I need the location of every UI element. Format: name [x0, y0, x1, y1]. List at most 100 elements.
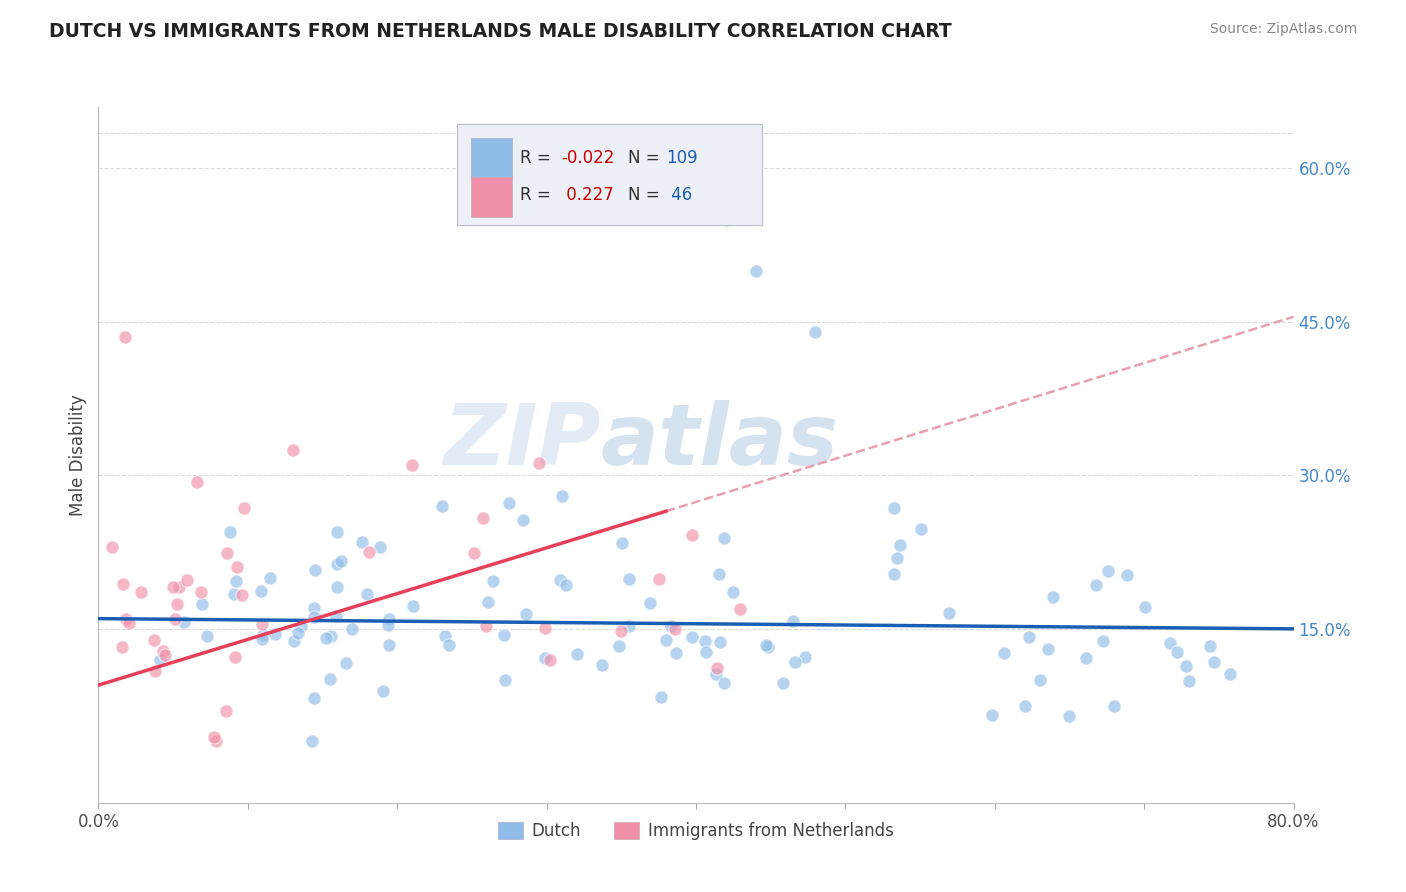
Point	[548, 573, 571, 587]
Point	[169, 580, 191, 594]
Point	[143, 664, 166, 678]
Point	[218, 525, 240, 540]
Point	[527, 456, 550, 470]
Point	[370, 541, 392, 555]
Point	[321, 629, 343, 643]
Point	[377, 638, 399, 652]
Point	[401, 458, 423, 472]
Point	[512, 513, 534, 527]
Point	[474, 619, 496, 633]
Point	[665, 646, 688, 660]
Point	[252, 628, 274, 642]
Point	[1042, 591, 1064, 605]
Point	[695, 645, 717, 659]
Point	[883, 566, 905, 581]
Point	[326, 580, 349, 594]
Point	[993, 646, 1015, 660]
Point	[195, 629, 218, 643]
Point	[1178, 673, 1201, 688]
Point	[704, 667, 727, 681]
Point	[783, 655, 806, 669]
Point	[325, 609, 347, 624]
Point	[1059, 708, 1081, 723]
Point	[515, 607, 537, 621]
Point	[565, 647, 588, 661]
Y-axis label: Male Disability: Male Disability	[69, 394, 87, 516]
Point	[1018, 630, 1040, 644]
Point	[713, 532, 735, 546]
Point	[492, 628, 515, 642]
Point	[619, 618, 641, 632]
Text: Source: ZipAtlas.com: Source: ZipAtlas.com	[1209, 22, 1357, 37]
Point	[1166, 645, 1188, 659]
Point	[304, 601, 326, 615]
Point	[143, 633, 166, 648]
Point	[1076, 651, 1098, 665]
Point	[186, 475, 208, 489]
Point	[225, 574, 247, 588]
Point	[250, 632, 273, 646]
Point	[402, 599, 425, 613]
Point	[117, 616, 139, 631]
Point	[664, 622, 686, 636]
Point	[304, 563, 326, 577]
Point	[693, 633, 716, 648]
Point	[162, 580, 184, 594]
Point	[883, 500, 905, 515]
Point	[550, 489, 572, 503]
Point	[1159, 636, 1181, 650]
Text: N =: N =	[628, 149, 659, 167]
Point	[283, 633, 305, 648]
Point	[782, 614, 804, 628]
Text: R =: R =	[520, 186, 551, 204]
Point	[356, 587, 378, 601]
Point	[340, 623, 363, 637]
Point	[1175, 658, 1198, 673]
FancyBboxPatch shape	[457, 124, 762, 226]
Text: R =: R =	[520, 149, 557, 167]
Point	[772, 675, 794, 690]
Point	[1133, 599, 1156, 614]
Point	[100, 540, 122, 554]
Text: -0.022: -0.022	[561, 149, 614, 167]
Point	[437, 638, 460, 652]
Point	[1084, 578, 1107, 592]
Point	[910, 523, 932, 537]
Point	[359, 545, 381, 559]
Point	[204, 734, 226, 748]
Point	[129, 584, 152, 599]
Point	[165, 612, 187, 626]
Point	[152, 644, 174, 658]
Text: DUTCH VS IMMIGRANTS FROM NETHERLANDS MALE DISABILITY CORRELATION CHART: DUTCH VS IMMIGRANTS FROM NETHERLANDS MAL…	[49, 22, 952, 41]
Point	[231, 589, 253, 603]
Point	[301, 734, 323, 748]
Point	[638, 596, 661, 610]
Point	[721, 585, 744, 599]
Point	[534, 621, 557, 635]
Point	[371, 684, 394, 698]
Point	[607, 639, 630, 653]
Text: 0.227: 0.227	[561, 186, 613, 204]
Point	[1097, 564, 1119, 578]
Point	[326, 557, 349, 571]
Point	[249, 584, 271, 599]
Point	[110, 640, 132, 655]
Point	[222, 587, 245, 601]
Point	[329, 554, 352, 568]
Point	[681, 528, 703, 542]
Point	[655, 632, 678, 647]
Point	[707, 567, 730, 582]
Point	[1028, 673, 1050, 687]
Text: ZIP: ZIP	[443, 400, 600, 483]
Point	[713, 676, 735, 690]
Point	[714, 212, 737, 227]
Point	[980, 707, 1002, 722]
Point	[225, 560, 247, 574]
Point	[377, 617, 399, 632]
Point	[709, 635, 731, 649]
Point	[111, 576, 134, 591]
Point	[191, 598, 214, 612]
Point	[938, 607, 960, 621]
Point	[661, 619, 683, 633]
Point	[472, 511, 495, 525]
